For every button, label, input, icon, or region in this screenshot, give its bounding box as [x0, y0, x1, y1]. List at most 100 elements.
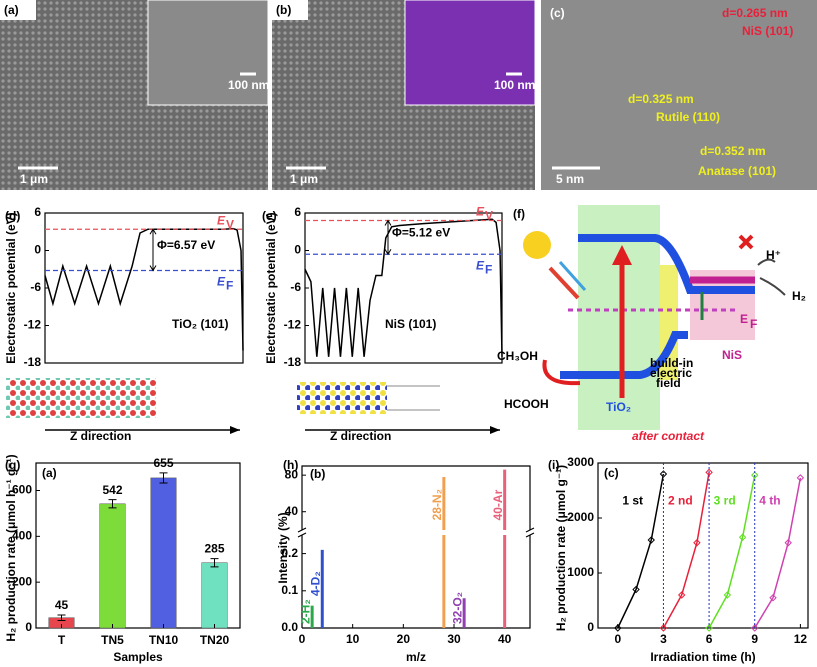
y-tick-label: 6	[294, 205, 301, 219]
oxidation-arrow	[542, 359, 581, 386]
material-label: TiO₂ (101)	[172, 317, 228, 331]
light-arrow	[548, 266, 580, 300]
series-label: 4 th	[759, 494, 780, 508]
y-tick-label: 200	[12, 574, 32, 588]
axis-frame	[301, 465, 531, 629]
label-bg	[272, 0, 308, 20]
label-bg	[0, 0, 36, 20]
bar	[310, 605, 314, 628]
y-tick-label: 0	[34, 243, 41, 257]
sun	[523, 231, 551, 259]
species-label: NiS	[722, 348, 742, 362]
y-tick-label: 3000	[567, 455, 594, 469]
x-axis-label: Z direction	[330, 429, 391, 443]
data-point	[614, 624, 622, 632]
field-label: build-in	[650, 356, 693, 370]
tio2-region	[578, 205, 660, 430]
y-tick-label: 0	[587, 620, 594, 634]
y-tick-label: 0.1	[281, 583, 298, 597]
gap-label: Φ=5.12 eV	[392, 226, 450, 240]
lattice-label: d=0.325 nm	[628, 92, 694, 106]
panel-label: (a)	[4, 3, 19, 17]
inner-label: (b)	[310, 467, 325, 481]
panel-label: (h)	[283, 458, 298, 472]
data-line	[617, 473, 665, 629]
scale-text: 1 μm	[20, 172, 48, 186]
y-tick-label: 2000	[567, 510, 594, 524]
y-tick-label: -12	[284, 318, 302, 332]
conduction-band	[578, 234, 755, 294]
error-bar	[159, 472, 168, 484]
series-label: 3 rd	[714, 494, 736, 508]
crystal-structure	[6, 378, 156, 418]
x-tick-label: 0	[299, 632, 306, 646]
level-label: E	[217, 213, 226, 227]
x-tick-label: 30	[447, 632, 461, 646]
y-tick-label: 0.2	[281, 546, 298, 560]
value-label: 285	[204, 542, 224, 556]
bar	[503, 469, 507, 628]
y-tick-label: -18	[24, 355, 42, 369]
y-axis-label: Intensity (%)	[276, 512, 290, 583]
series-label: 2 nd	[668, 494, 693, 508]
lattice-label: d=0.352 nm	[700, 144, 766, 158]
data-point	[751, 471, 759, 479]
y-tick-label: -18	[284, 355, 302, 369]
bar	[442, 476, 446, 628]
data-point	[705, 624, 713, 632]
lattice-label: NiS (101)	[742, 24, 793, 38]
value-label: 45	[55, 598, 69, 612]
panel-label: (b)	[276, 3, 291, 17]
y-tick-label: -6	[290, 280, 301, 294]
charts: -18 -12 -6 0 6 (d) Electrostatic potential (eV…	[4, 205, 809, 664]
x-tick-label: TN5	[101, 633, 124, 647]
axis-frame	[35, 462, 241, 629]
y-tick-label: 400	[12, 529, 32, 543]
level-label: E	[476, 258, 485, 272]
level-subscript: F	[485, 262, 492, 276]
data-point	[647, 536, 655, 544]
inner-label: (a)	[42, 466, 57, 480]
caption: after contact	[632, 429, 705, 443]
gap-arrow	[149, 228, 157, 272]
data-point	[677, 591, 686, 599]
y-tick-label: 80	[285, 467, 299, 481]
x-axis-label: Z direction	[70, 429, 131, 443]
vacuum-slab	[387, 385, 440, 411]
lattice-label: d=0.265 nm	[722, 6, 788, 20]
light-arrow	[558, 261, 587, 291]
band-diagram	[523, 205, 786, 430]
scale-text: 1 μm	[290, 172, 318, 186]
y-axis-label: Electrostatic potential (eV)	[264, 212, 278, 363]
y-axis-label: H₂ production rate (μmol h⁻¹ g⁻¹)	[4, 454, 18, 641]
x-tick-label: TN10	[149, 633, 179, 647]
field-label: electric	[650, 366, 692, 380]
lattice-label: Anatase (101)	[698, 164, 776, 178]
inner-label: (c)	[604, 466, 619, 480]
data-line	[754, 477, 802, 629]
series-label: 1 st	[622, 494, 643, 508]
panel-label: (d)	[5, 209, 20, 223]
lattice-label: Rutile (110)	[656, 110, 720, 124]
x-axis-label: Irradiation time (h)	[650, 650, 755, 664]
x-tick-label: 40	[498, 632, 512, 646]
x-tick-label: 12	[794, 632, 808, 646]
panel-label: (i)	[548, 458, 559, 472]
bar-label: 40-Ar	[491, 489, 505, 520]
fermi-label: E	[740, 312, 748, 326]
scale-text: 5 nm	[556, 172, 584, 186]
species-label: HCOOH	[504, 397, 549, 411]
level-label: E	[217, 275, 226, 289]
y-tick-label: 40	[285, 504, 299, 518]
data-line	[304, 218, 503, 357]
data-line	[44, 227, 244, 351]
data-point	[796, 474, 805, 482]
axis-frame	[44, 212, 244, 364]
bar	[320, 549, 324, 628]
error-bar	[57, 614, 66, 621]
value-label: 542	[102, 483, 122, 497]
data-point	[632, 585, 640, 594]
y-tick-label: -6	[30, 280, 41, 294]
data-line	[662, 472, 710, 629]
